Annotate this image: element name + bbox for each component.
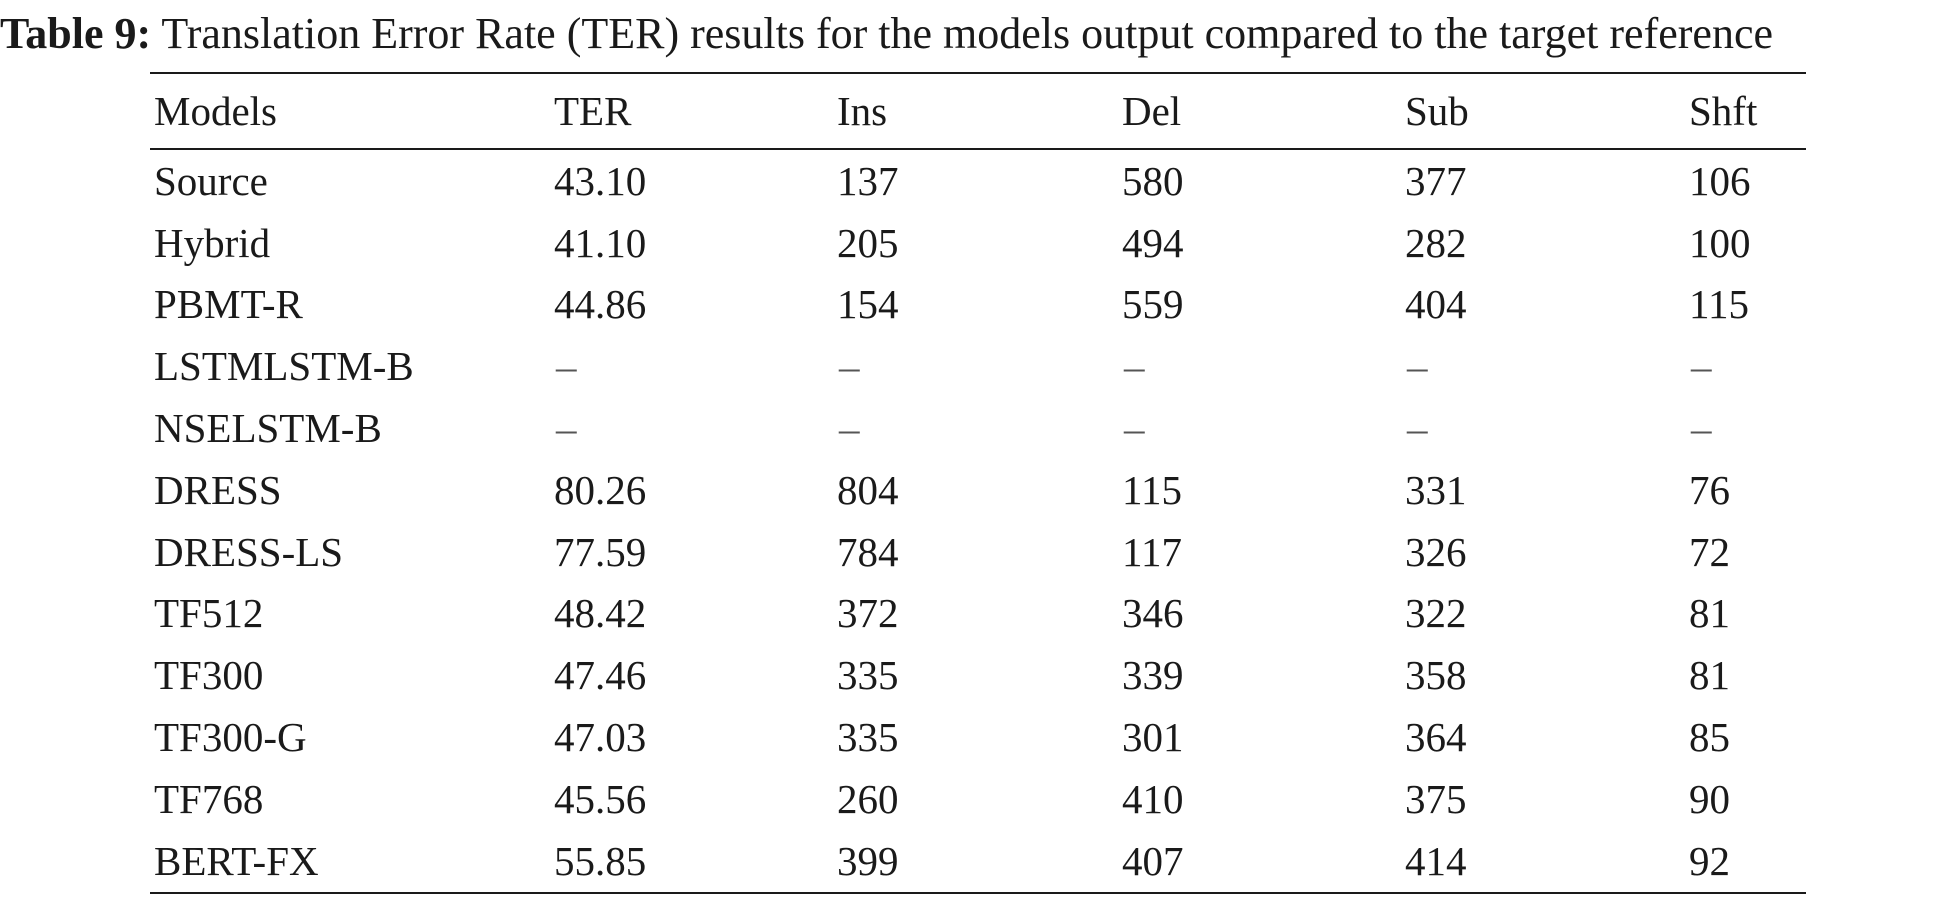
- cell-model: PBMT-R: [154, 281, 303, 328]
- cell-ins: 804: [837, 466, 899, 513]
- table-row: TF300 47.46 335 339 358 81: [150, 644, 1806, 706]
- header-sub: Sub: [1405, 88, 1469, 134]
- cell-del: 559: [1122, 281, 1184, 328]
- table-row: TF512 48.42 372 346 322 81: [150, 583, 1806, 645]
- header-del: Del: [1122, 88, 1182, 134]
- cell-ins: 372: [837, 590, 899, 637]
- cell-model: Source: [154, 157, 268, 204]
- cell-sub: 377: [1405, 157, 1467, 204]
- cell-del: 346: [1122, 590, 1184, 637]
- cell-shft: 76: [1689, 466, 1730, 513]
- cell-shft: 92: [1689, 837, 1730, 884]
- cell-shft: 100: [1689, 219, 1751, 266]
- header-ins: Ins: [837, 88, 888, 134]
- cell-ins: 260: [837, 775, 899, 822]
- cell-ins: 335: [837, 714, 899, 761]
- table-row: LSTMLSTM-B – – – – –: [150, 335, 1806, 397]
- header-shft: Shft: [1689, 88, 1758, 134]
- cell-ter: 47.46: [554, 652, 647, 699]
- cell-ins: 154: [837, 281, 899, 328]
- table-row: BERT-FX 55.85 399 407 414 92: [150, 830, 1806, 893]
- cell-model: LSTMLSTM-B: [154, 343, 414, 390]
- table-row: Hybrid 41.10 205 494 282 100: [150, 212, 1806, 274]
- cell-del: –: [1124, 343, 1145, 390]
- table-row: Source 43.10 137 580 377 106: [150, 149, 1806, 212]
- cell-del: 407: [1122, 837, 1184, 884]
- cell-model: DRESS: [154, 466, 282, 513]
- cell-sub: 358: [1405, 652, 1467, 699]
- cell-shft: 90: [1689, 775, 1730, 822]
- table-caption: Table 9: Translation Error Rate (TER) re…: [0, 6, 1954, 62]
- cell-shft: 81: [1689, 652, 1730, 699]
- table-caption-label: Table 9:: [0, 9, 152, 58]
- cell-del: 115: [1122, 466, 1182, 513]
- cell-del: 494: [1122, 219, 1184, 266]
- cell-ins: –: [839, 343, 860, 390]
- cell-ins: 399: [837, 837, 899, 884]
- cell-shft: 85: [1689, 714, 1730, 761]
- cell-model: TF300-G: [154, 714, 307, 761]
- table-row: TF768 45.56 260 410 375 90: [150, 768, 1806, 830]
- header-ter: TER: [554, 88, 632, 134]
- cell-del: –: [1124, 405, 1145, 452]
- cell-model: DRESS-LS: [154, 528, 344, 575]
- cell-sub: 282: [1405, 219, 1467, 266]
- cell-ter: 80.26: [554, 466, 647, 513]
- cell-sub: 404: [1405, 281, 1467, 328]
- cell-ter: 44.86: [554, 281, 647, 328]
- cell-ins: –: [839, 405, 860, 452]
- cell-shft: 115: [1689, 281, 1749, 328]
- cell-ter: 48.42: [554, 590, 647, 637]
- cell-ter: 45.56: [554, 775, 647, 822]
- table-row: NSELSTM-B – – – – –: [150, 397, 1806, 459]
- cell-shft: –: [1691, 405, 1712, 452]
- cell-shft: 106: [1689, 157, 1751, 204]
- cell-ter: 77.59: [554, 528, 647, 575]
- cell-sub: 375: [1405, 775, 1467, 822]
- cell-ter: 41.10: [554, 219, 647, 266]
- cell-model: Hybrid: [154, 219, 271, 266]
- table-caption-text: Translation Error Rate (TER) results for…: [151, 9, 1773, 58]
- header-models: Models: [154, 88, 277, 134]
- cell-shft: 81: [1689, 590, 1730, 637]
- cell-ter: –: [556, 343, 577, 390]
- table-row: TF300-G 47.03 335 301 364 85: [150, 706, 1806, 768]
- cell-ins: 335: [837, 652, 899, 699]
- cell-ter: –: [556, 405, 577, 452]
- table-body: Source 43.10 137 580 377 106 Hybrid 41.10 205 494…: [150, 149, 1806, 893]
- cell-sub: 414: [1405, 837, 1467, 884]
- cell-sub: 364: [1405, 714, 1467, 761]
- cell-model: TF768: [154, 775, 264, 822]
- cell-del: 580: [1122, 157, 1184, 204]
- table-row: DRESS 80.26 804 115 331 76: [150, 459, 1806, 521]
- results-table-container: Models TER Ins Del Sub Shft Source 43.10 1…: [150, 72, 1806, 894]
- cell-ins: 784: [837, 528, 899, 575]
- ter-results-table: Models TER Ins Del Sub Shft Source 43.10 1…: [150, 72, 1806, 894]
- cell-del: 339: [1122, 652, 1184, 699]
- cell-sub: 331: [1405, 466, 1467, 513]
- cell-model: TF300: [154, 652, 264, 699]
- cell-sub: 322: [1405, 590, 1467, 637]
- cell-del: 410: [1122, 775, 1184, 822]
- cell-shft: –: [1691, 343, 1712, 390]
- cell-ter: 47.03: [554, 714, 647, 761]
- cell-sub: –: [1407, 405, 1428, 452]
- cell-ter: 55.85: [554, 837, 647, 884]
- cell-del: 301: [1122, 714, 1184, 761]
- table-row: PBMT-R 44.86 154 559 404 115: [150, 274, 1806, 336]
- cell-ter: 43.10: [554, 157, 647, 204]
- cell-shft: 72: [1689, 528, 1730, 575]
- cell-model: BERT-FX: [154, 837, 319, 884]
- cell-ins: 137: [837, 157, 899, 204]
- cell-model: NSELSTM-B: [154, 405, 382, 452]
- cell-sub: 326: [1405, 528, 1467, 575]
- cell-sub: –: [1407, 343, 1428, 390]
- cell-del: 117: [1122, 528, 1182, 575]
- table-header-row: Models TER Ins Del Sub Shft: [150, 73, 1806, 149]
- cell-ins: 205: [837, 219, 899, 266]
- cell-model: TF512: [154, 590, 264, 637]
- table-row: DRESS-LS 77.59 784 117 326 72: [150, 521, 1806, 583]
